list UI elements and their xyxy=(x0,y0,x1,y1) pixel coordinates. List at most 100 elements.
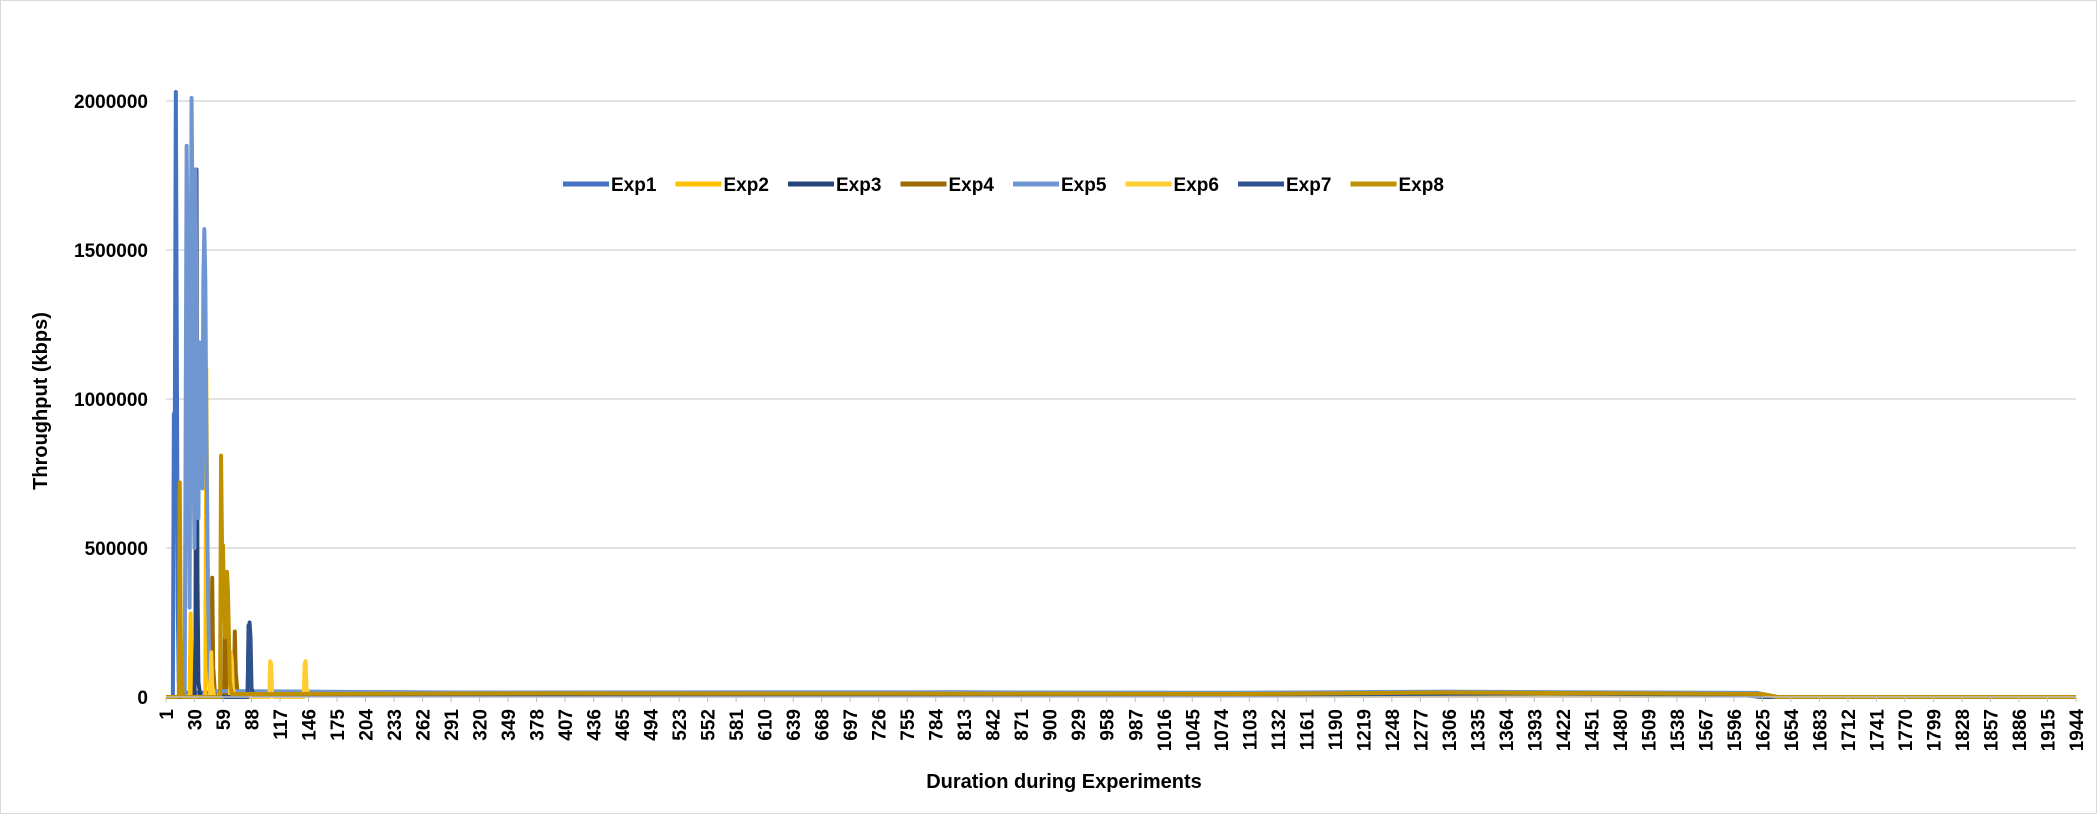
x-tick-label: 146 xyxy=(300,709,321,741)
x-tick-label: 842 xyxy=(984,709,1005,741)
x-tick-label: 1248 xyxy=(1383,709,1404,751)
legend-item-exp8: Exp8 xyxy=(1350,175,1444,196)
x-tick-label: 1828 xyxy=(1953,709,1974,751)
legend-item-exp7: Exp7 xyxy=(1238,175,1331,196)
y-tick-label: 1000000 xyxy=(74,390,148,411)
x-tick-label: 494 xyxy=(642,709,663,741)
series-line-exp3 xyxy=(166,167,2076,699)
x-tick-label: 813 xyxy=(955,709,976,741)
x-tick-label: 523 xyxy=(670,709,691,741)
x-tick-label: 1393 xyxy=(1525,709,1546,751)
x-tick-label: 726 xyxy=(870,709,891,741)
legend-label: Exp4 xyxy=(949,175,995,196)
legend-label: Exp7 xyxy=(1286,175,1331,196)
x-tick-label: 1132 xyxy=(1269,709,1290,750)
legend-label: Exp3 xyxy=(836,175,881,196)
legend-label: Exp1 xyxy=(611,175,657,196)
x-tick-label: 1770 xyxy=(1896,709,1917,751)
x-tick-label: 1364 xyxy=(1497,709,1518,752)
y-tick-label: 0 xyxy=(137,688,148,709)
series-line-exp4 xyxy=(166,575,2076,699)
y-tick-label: 1500000 xyxy=(74,241,148,262)
x-tick-label: 59 xyxy=(214,709,235,730)
legend-item-exp2: Exp2 xyxy=(675,175,769,196)
y-tick-labels: 0 500000 1000000 1500000 2000000 xyxy=(74,92,148,709)
series-line-exp2 xyxy=(166,367,2076,699)
x-tick-label: 378 xyxy=(528,709,549,741)
x-tick-label: 1 xyxy=(157,709,178,720)
series-line-exp8 xyxy=(166,453,2076,699)
legend-item-exp6: Exp6 xyxy=(1125,175,1219,196)
x-axis-title: Duration during Experiments xyxy=(926,771,1202,793)
x-tick-label: 349 xyxy=(499,709,520,741)
x-tick-labels: 1 30 59 88 117 146 175 204 233 262 291 320 349 378 407… xyxy=(157,697,2088,751)
x-tick-label: 784 xyxy=(927,709,948,741)
x-tick-label: 1045 xyxy=(1183,709,1204,752)
x-tick-label: 958 xyxy=(1098,709,1119,741)
x-tick-label: 1857 xyxy=(1981,709,2002,751)
x-tick-label: 233 xyxy=(385,709,406,741)
x-tick-label: 320 xyxy=(471,709,492,741)
x-tick-label: 900 xyxy=(1041,709,1062,741)
x-tick-label: 1219 xyxy=(1354,709,1375,751)
x-tick-label: 30 xyxy=(186,709,207,730)
legend-label: Exp6 xyxy=(1174,175,1219,196)
x-tick-label: 871 xyxy=(1012,709,1033,741)
legend-item-exp5: Exp5 xyxy=(1013,175,1107,196)
x-tick-label: 1190 xyxy=(1326,709,1347,750)
x-tick-label: 1741 xyxy=(1867,709,1888,752)
x-tick-label: 1654 xyxy=(1782,709,1803,752)
x-tick-label: 291 xyxy=(442,709,463,741)
x-tick-label: 581 xyxy=(727,709,748,741)
legend: Exp1 Exp2 Exp3 Exp4 Exp5 Exp6 Exp7 Exp8 xyxy=(563,175,1444,196)
legend-label: Exp2 xyxy=(724,175,769,196)
x-tick-label: 1306 xyxy=(1440,709,1461,751)
y-tick-label: 500000 xyxy=(85,539,148,560)
x-tick-label: 1712 xyxy=(1839,709,1860,751)
x-tick-label: 1451 xyxy=(1582,709,1603,752)
x-tick-label: 1074 xyxy=(1212,709,1233,752)
x-tick-label: 987 xyxy=(1126,709,1147,741)
x-tick-label: 117 xyxy=(271,709,292,740)
x-tick-label: 552 xyxy=(699,709,720,741)
series-line-exp1 xyxy=(166,90,2076,699)
x-tick-label: 610 xyxy=(756,709,777,741)
x-tick-label: 1683 xyxy=(1810,709,1831,751)
x-tick-label: 1103 xyxy=(1240,709,1261,750)
gridlines xyxy=(166,100,2076,549)
series-line-exp7 xyxy=(166,620,2076,699)
y-axis-title: Throughput (kbps) xyxy=(30,312,52,490)
x-tick-label: 929 xyxy=(1069,709,1090,741)
x-tick-label: 1944 xyxy=(2067,709,2088,752)
x-tick-label: 1625 xyxy=(1753,709,1774,752)
x-tick-label: 1480 xyxy=(1611,709,1632,751)
x-tick-label: 697 xyxy=(841,709,862,741)
legend-item-exp4: Exp4 xyxy=(900,175,995,196)
legend-label: Exp8 xyxy=(1399,175,1444,196)
x-tick-label: 668 xyxy=(813,709,834,741)
x-tick-label: 1016 xyxy=(1155,709,1176,751)
x-tick-label: 465 xyxy=(613,709,634,741)
series-line-exp5 xyxy=(166,96,2076,699)
x-tick-label: 88 xyxy=(243,709,264,730)
legend-label: Exp5 xyxy=(1061,175,1107,196)
x-tick-label: 1886 xyxy=(2010,709,2031,751)
x-tick-label: 755 xyxy=(898,709,919,741)
x-tick-label: 1915 xyxy=(2038,709,2059,752)
legend-item-exp3: Exp3 xyxy=(788,175,881,196)
y-tick-label: 2000000 xyxy=(74,92,148,113)
legend-item-exp1: Exp1 xyxy=(563,175,657,196)
x-tick-label: 1799 xyxy=(1924,709,1945,751)
x-tick-label: 1335 xyxy=(1468,709,1489,752)
x-tick-label: 1161 xyxy=(1297,709,1318,751)
x-tick-label: 407 xyxy=(556,709,577,741)
x-tick-label: 1567 xyxy=(1696,709,1717,751)
x-tick-label: 1596 xyxy=(1725,709,1746,751)
x-tick-label: 262 xyxy=(414,709,435,741)
x-tick-label: 204 xyxy=(357,709,378,741)
x-tick-label: 436 xyxy=(585,709,606,741)
x-tick-label: 1538 xyxy=(1668,709,1689,751)
x-tick-label: 175 xyxy=(328,709,349,741)
